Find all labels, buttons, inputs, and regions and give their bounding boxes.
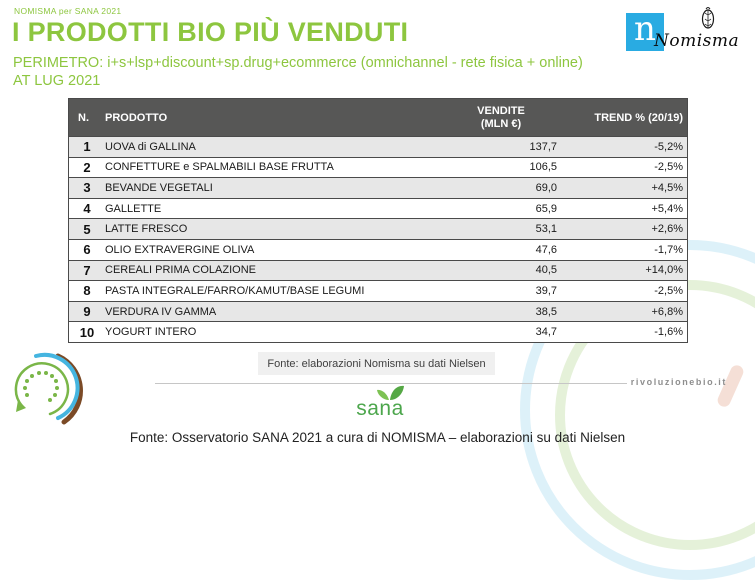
product-cell: YOGURT INTERO — [105, 326, 197, 339]
table-row: 3 BEVANDE VEGETALI 69,0 +4,5% — [69, 177, 687, 198]
product-cell: CONFETTURE e SPALMABILI BASE FRUTTA — [105, 161, 334, 174]
sana-logo: sana — [338, 384, 422, 421]
product-cell: GALLETTE — [105, 202, 162, 215]
nomisma-emblem-icon — [701, 7, 715, 29]
bottom-caption: Fonte: Osservatorio SANA 2021 a cura di … — [129, 430, 626, 445]
table-row: 6 OLIO EXTRAVERGINE OLIVA 47,6 -1,7% — [69, 238, 687, 260]
sales-cell: 137,7 — [529, 140, 557, 153]
table-row: 4 GALLETTE 65,9 +5,4% — [69, 197, 687, 219]
sana-wordmark: sana — [356, 397, 404, 420]
product-cell: OLIO EXTRAVERGINE OLIVA — [105, 243, 255, 256]
table-row: 9 VERDURA IV GAMMA 38,5 +6,8% — [69, 300, 687, 322]
product-cell: PASTA INTEGRALE/FARRO/KAMUT/BASE LEGUMI — [105, 284, 365, 297]
table-body: 1 UOVA di GALLINA 137,7 -5,2% 2 CONFETTU… — [69, 136, 687, 342]
rank-cell: 3 — [83, 180, 91, 196]
rank-cell: 9 — [83, 304, 91, 320]
rank-cell: 5 — [83, 221, 91, 237]
rank-cell: 7 — [83, 262, 91, 278]
table-row: 1 UOVA di GALLINA 137,7 -5,2% — [69, 136, 687, 157]
trend-cell: -2,5% — [654, 284, 683, 297]
rank-cell: 10 — [79, 324, 95, 340]
product-cell: CEREALI PRIMA COLAZIONE — [105, 264, 256, 277]
nomisma-wordmark: Nomisma — [654, 31, 740, 51]
sales-cell: 65,9 — [535, 202, 557, 215]
trend-cell: +6,8% — [651, 305, 684, 318]
col-header-sales: VENDITE (MLN €) — [477, 104, 525, 130]
footer-divider — [155, 383, 627, 384]
trend-cell: +5,4% — [651, 202, 684, 215]
sales-cell: 106,5 — [529, 161, 557, 174]
trend-cell: +4,5% — [651, 181, 684, 194]
sales-cell: 40,5 — [535, 264, 557, 277]
rank-cell: 8 — [83, 283, 91, 299]
rank-cell: 4 — [83, 201, 91, 217]
sales-cell: 47,6 — [535, 243, 557, 256]
products-table: N. PRODOTTO VENDITE (MLN €) TREND % (20/… — [68, 98, 688, 343]
rank-cell: 1 — [83, 139, 91, 155]
table-row: 2 CONFETTURE e SPALMABILI BASE FRUTTA 10… — [69, 156, 687, 178]
nomisma-logo: Nomisma — [652, 6, 752, 54]
trend-cell: +2,6% — [651, 223, 684, 236]
sales-cell: 38,5 — [535, 305, 557, 318]
rivoluzione-bio-circle-icon — [14, 352, 83, 425]
sales-cell: 39,7 — [535, 284, 557, 297]
trend-cell: -1,7% — [654, 243, 683, 256]
table-row: 8 PASTA INTEGRALE/FARRO/KAMUT/BASE LEGUM… — [69, 280, 687, 301]
product-cell: VERDURA IV GAMMA — [105, 305, 217, 318]
trend-cell: -1,6% — [654, 326, 683, 339]
product-cell: LATTE FRESCO — [105, 223, 188, 236]
col-header-trend: TREND % (20/19) — [594, 111, 683, 124]
table-source-note: Fonte: elaborazioni Nomisma su dati Niel… — [258, 352, 495, 375]
product-cell: UOVA di GALLINA — [105, 140, 196, 153]
col-header-product: PRODOTTO — [105, 111, 168, 124]
trend-cell: +14,0% — [645, 264, 683, 277]
table-header-row: N. PRODOTTO VENDITE (MLN €) TREND % (20/… — [69, 99, 687, 136]
table-row: 10 YOGURT INTERO 34,7 -1,6% — [69, 321, 687, 342]
sales-cell: 34,7 — [535, 326, 557, 339]
rivoluzionebio-link[interactable]: rivoluzionebio.it — [630, 377, 727, 387]
trend-cell: -2,5% — [654, 161, 683, 174]
rank-cell: 6 — [83, 242, 91, 258]
period-line: AT LUG 2021 — [13, 73, 101, 89]
page-title: I PRODOTTI BIO PIÙ VENDUTI — [12, 17, 409, 47]
slide-subtitle: PERIMETRO: i+s+lsp+discount+sp.drug+ecom… — [13, 54, 583, 90]
perimeter-line: PERIMETRO: i+s+lsp+discount+sp.drug+ecom… — [13, 55, 583, 71]
table-row: 5 LATTE FRESCO 53,1 +2,6% — [69, 218, 687, 239]
product-cell: BEVANDE VEGETALI — [105, 181, 213, 194]
trend-cell: -5,2% — [654, 140, 683, 153]
table-row: 7 CEREALI PRIMA COLAZIONE 40,5 +14,0% — [69, 259, 687, 281]
slide-kicker: NOMISMA per SANA 2021 — [14, 6, 122, 16]
nielsen-letter-icon: n — [634, 9, 656, 49]
sales-cell: 69,0 — [535, 181, 557, 194]
sana-leaves-icon — [377, 385, 404, 400]
rank-cell: 2 — [83, 159, 91, 175]
nielsen-logo: n — [626, 9, 664, 51]
col-header-rank: N. — [78, 111, 89, 124]
sales-cell: 53,1 — [535, 223, 557, 236]
